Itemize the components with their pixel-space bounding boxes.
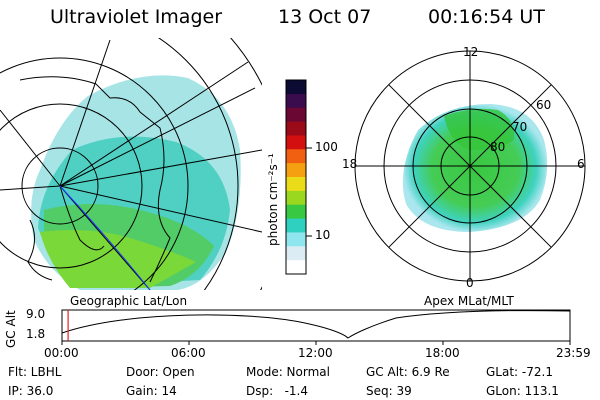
mlt-label-18: 18 xyxy=(342,157,358,171)
colorbar-band xyxy=(286,218,306,233)
image-date: 13 Oct 07 xyxy=(278,6,372,28)
colorbar-band xyxy=(286,204,306,220)
geographic-map xyxy=(0,38,262,290)
polar-plot xyxy=(354,50,586,282)
status-ip: IP: 36.0 xyxy=(8,384,54,398)
colorbar-band xyxy=(286,149,306,164)
colorbar-band xyxy=(286,246,306,261)
colorbar-unit-label: photon cm⁻²s⁻¹ xyxy=(266,153,280,246)
status-filter: Flt: LBHL xyxy=(8,365,62,379)
colorbar-band xyxy=(286,232,306,247)
colorbar-band xyxy=(286,93,306,109)
image-time: 00:16:54 UT xyxy=(428,6,545,28)
colorbar xyxy=(285,79,312,275)
mlt-spokes xyxy=(355,51,585,281)
mlat-label-80: 80 xyxy=(490,140,506,154)
status-dsp: Dsp: -1.4 xyxy=(246,384,309,398)
mlat-label-70: 70 xyxy=(512,120,528,134)
time-tick-2359: 23:59 xyxy=(556,346,591,360)
colorbar-band xyxy=(286,177,306,192)
colorbar-tick-10: 10 xyxy=(315,228,331,242)
geo-latitude-circles xyxy=(0,38,262,290)
colorbar-tick-100: 100 xyxy=(315,140,338,154)
altitude-curve xyxy=(61,310,571,339)
time-tick-1200: 12:00 xyxy=(298,346,333,360)
time-tick-1800: 18:00 xyxy=(425,346,460,360)
colorbar-band xyxy=(286,80,306,95)
altitude-plot xyxy=(61,309,571,345)
status-glat: GLat: -72.1 xyxy=(486,365,553,379)
geo-meridians xyxy=(0,39,262,290)
colorbar-band xyxy=(286,121,306,136)
time-tick-0600: 06:00 xyxy=(171,346,206,360)
status-door: Door: Open xyxy=(126,365,195,379)
colorbar-band xyxy=(286,163,306,178)
altitude-ytick-high: 9.0 xyxy=(26,307,46,321)
colorbar-band xyxy=(286,260,306,275)
instrument-title: Ultraviolet Imager xyxy=(50,6,223,28)
status-glon: GLon: 113.1 xyxy=(486,384,559,398)
mlt-label-0: 0 xyxy=(466,276,474,290)
status-seq: Seq: 39 xyxy=(366,384,412,398)
mlt-label-12: 12 xyxy=(463,45,479,59)
time-tick-0000: 00:00 xyxy=(44,346,79,360)
mlat-label-60: 60 xyxy=(536,98,552,112)
geo-panel-label: Geographic Lat/Lon xyxy=(70,294,188,308)
status-gc-alt: GC Alt: 6.9 Re xyxy=(366,365,450,379)
colorbar-band xyxy=(286,190,306,206)
status-gain: Gain: 14 xyxy=(126,384,177,398)
geo-coastline xyxy=(19,76,171,283)
colorbar-band xyxy=(286,135,306,150)
altitude-ylabel: GC Alt xyxy=(4,310,18,348)
colorbar-band xyxy=(286,107,306,123)
altitude-ytick-low: 1.8 xyxy=(26,327,46,341)
polar-panel-label: Apex MLat/MLT xyxy=(424,294,514,308)
mlt-label-6: 6 xyxy=(577,157,585,171)
status-mode: Mode: Normal xyxy=(246,365,330,379)
